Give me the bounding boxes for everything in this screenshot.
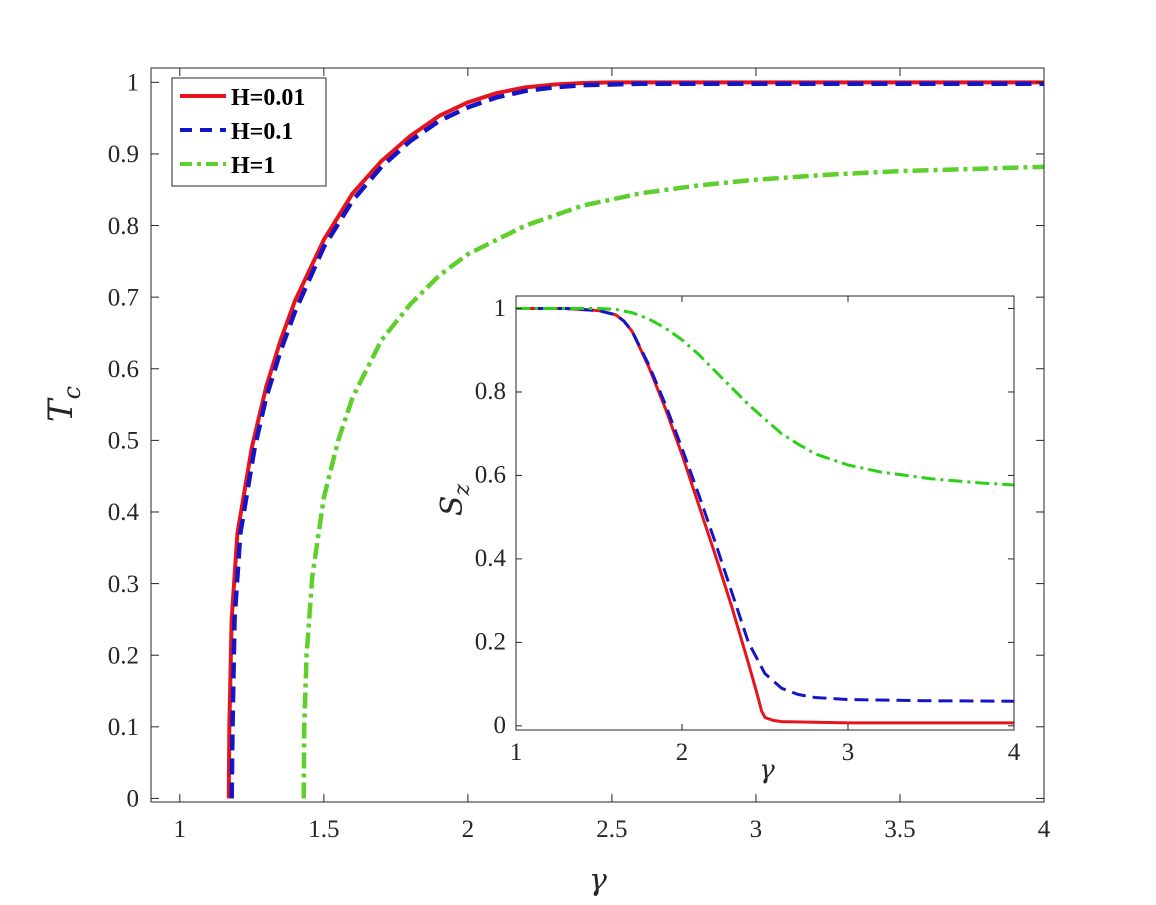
main-y-tick-label: 0	[127, 786, 140, 813]
inset-x-tick-label: 1	[510, 739, 523, 766]
inset-plot: 1 2 3 4 0 0.2 0.4 0.6 0.8 1 γ Sz	[435, 295, 1021, 785]
main-y-tick-label: 0.3	[108, 571, 139, 598]
legend-label-2: H=0.1	[231, 119, 293, 145]
inset-x-tick-label: 4	[1008, 739, 1021, 766]
inset-series-line-1	[516, 307, 1014, 725]
legend-label-3: H=1	[231, 153, 275, 179]
inset-plot-frame	[515, 295, 1015, 731]
inset-series-line-3	[516, 307, 1015, 487]
main-y-axis: 0 0.1 0.2 0.3 0.4 0.5 0.6 0.7 0.8 0.9 1	[108, 70, 1044, 813]
main-x-axis: 1 1.5 2 2.5 3 3.5 4	[174, 68, 1051, 843]
main-x-tick-label: 1	[174, 816, 187, 843]
inset-y-tick-label: 0.2	[475, 629, 506, 656]
main-x-tick-label: 4	[1038, 816, 1051, 843]
inset-x-axis: 1 2 3 4	[510, 296, 1021, 766]
inset-y-tick-label: 0.4	[475, 545, 507, 572]
inset-y-axis: 0 0.2 0.4 0.6 0.8 1	[475, 295, 1014, 739]
legend-entries: H=0.01 H=0.1 H=1	[180, 85, 305, 179]
inset-y-tick-label: 0.6	[475, 462, 506, 489]
main-x-tick-label: 3.5	[884, 816, 915, 843]
main-y-tick-label: 0.8	[108, 213, 139, 240]
main-y-tick-label: 0.1	[108, 714, 139, 741]
inset-series-line-2	[516, 307, 1015, 703]
inset-plot-background	[516, 296, 1014, 730]
main-y-axis-label: Tc	[41, 386, 86, 422]
main-y-tick-label: 0.5	[108, 428, 139, 455]
inset-x-tick-label: 3	[842, 739, 855, 766]
inset-y-tick-label: 0.8	[475, 378, 506, 405]
main-plot: 1 1.5 2 2.5 3 3.5 4 00.10.20.30.40.50.60.70.80…	[41, 67, 1051, 898]
main-x-tick-label: 3	[750, 816, 763, 843]
main-x-axis-label: γ	[589, 863, 607, 898]
main-x-tick-label: 2	[462, 816, 475, 843]
main-y-axis-label-subscript: c	[58, 386, 86, 399]
inset-y-tick-label: 1	[494, 295, 507, 322]
inset-x-tick-label: 2	[676, 739, 689, 766]
main-plot-frame	[150, 67, 1045, 803]
inset-y-axis-label-main: S	[435, 496, 470, 517]
main-y-tick-label: 1	[127, 70, 140, 97]
legend-label-1: H=0.01	[231, 85, 305, 111]
main-y-tick-label: 0.9	[108, 141, 139, 168]
main-x-tick-label: 1.5	[308, 816, 339, 843]
inset-x-axis-label: γ	[759, 755, 775, 785]
inset-y-axis-label-subscript: z	[450, 484, 475, 497]
main-y-axis-label-main: T	[41, 397, 81, 422]
legend: H=0.01 H=0.1 H=1	[171, 77, 327, 187]
main-y-tick-label: 0.2	[108, 642, 139, 669]
main-series-line-3	[301, 164, 1045, 799]
main-x-tick-label: 2.5	[596, 816, 627, 843]
main-series-line-2	[229, 81, 1044, 799]
inset-y-axis-label: Sz	[435, 484, 475, 517]
main-y-tick-label: 0.4	[108, 499, 140, 526]
main-y-tick-label: 0.6	[108, 356, 139, 383]
main-y-tick-label: 0.7	[108, 284, 139, 311]
main-series-group	[226, 80, 1045, 799]
inset-y-tick-label: 0	[494, 712, 507, 739]
inset-series-group	[516, 307, 1015, 725]
